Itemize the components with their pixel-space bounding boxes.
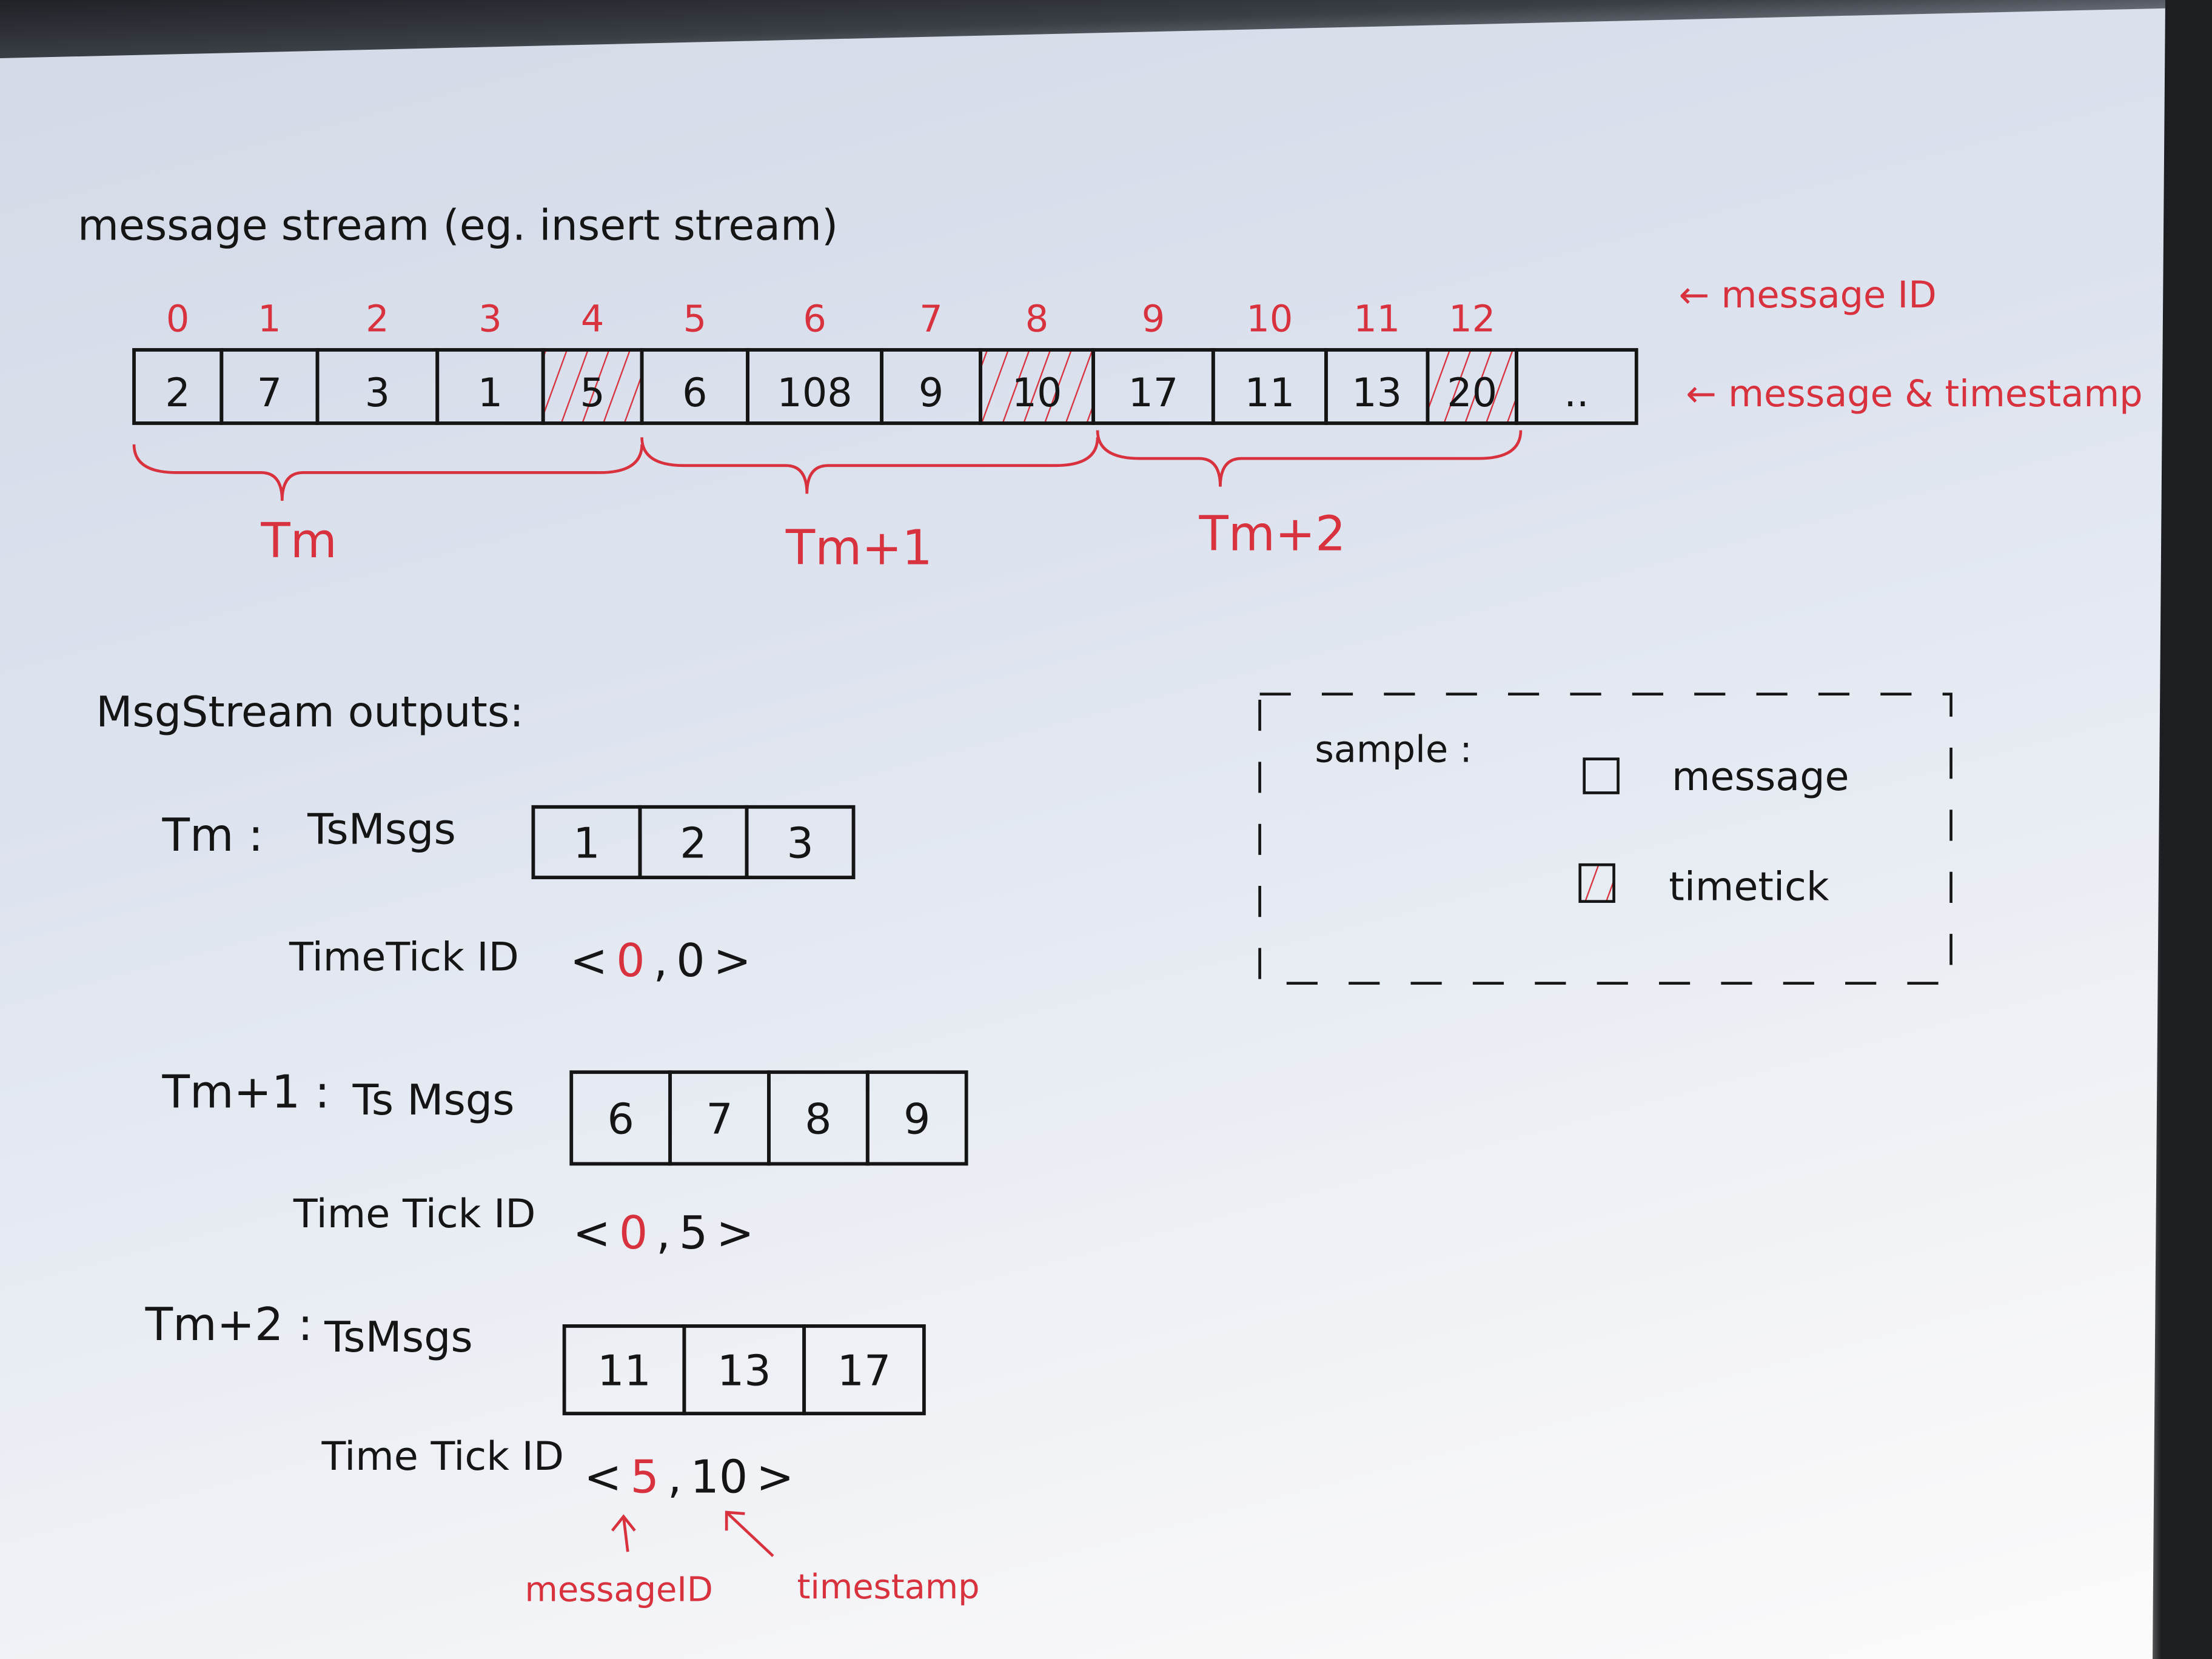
- timestamp-value: ..: [1564, 370, 1589, 416]
- window-label: Tm+1 :: [162, 1065, 330, 1118]
- message-value: 3: [786, 819, 813, 868]
- message-value: 11: [597, 1347, 651, 1396]
- tick-close: >: [716, 1207, 754, 1259]
- tick-ts: 10: [690, 1450, 748, 1503]
- timestamp-value: 3: [365, 370, 390, 416]
- message-id: 2: [366, 298, 389, 341]
- message-id: 9: [1142, 298, 1165, 341]
- message-value: 9: [903, 1094, 930, 1144]
- output-row: Tm+1 : Ts Msgs 6 7 8 9 Time Tick ID <0, 5 >: [162, 1065, 968, 1259]
- time-window-label: Tm+1: [785, 520, 933, 576]
- message-id: 8: [1025, 298, 1048, 341]
- tick-id: 5: [631, 1450, 659, 1503]
- message-cell: [865, 1070, 968, 1166]
- timetick-id-value: <0, 5 >: [573, 1207, 754, 1259]
- message-id: 4: [581, 298, 604, 341]
- timetick-id-value: <5, 10 >: [584, 1450, 794, 1503]
- tick-sep: ,: [656, 1207, 671, 1259]
- timestamp-value: 10: [1012, 370, 1062, 416]
- tick-id: 0: [616, 934, 645, 987]
- timestamp-value: 17: [1128, 370, 1179, 416]
- timestamp-value: 11: [1244, 370, 1295, 416]
- arrow-up-icon: [611, 1514, 636, 1552]
- output-row: Tm+2 : TsMsgs 11 13 17 Time Tick ID <5, 10 >: [145, 1298, 926, 1503]
- message-id: 0: [166, 298, 189, 341]
- hatched-square-icon: [1578, 863, 1615, 903]
- message-id-label: ← message ID: [1679, 274, 1937, 317]
- message-cell: [745, 805, 856, 880]
- arrow-up-left-icon: [725, 1510, 774, 1557]
- legend-timetick: timetick: [1669, 864, 1829, 910]
- tick-sep: ,: [654, 934, 668, 987]
- tsmsgs-label: TsMsgs: [324, 1313, 473, 1362]
- timetick-id-label: Time Tick ID: [321, 1434, 564, 1480]
- tick-id: 0: [619, 1207, 648, 1259]
- outputs-heading: MsgStream outputs:: [96, 688, 524, 737]
- brace: [132, 444, 643, 501]
- message-id: 7: [919, 298, 942, 341]
- message-value: 6: [607, 1094, 634, 1144]
- message-id: 5: [683, 298, 706, 341]
- window-label: Tm :: [162, 809, 264, 862]
- tick-open: <: [573, 1207, 611, 1259]
- timestamp-value: 1: [478, 370, 503, 416]
- tsmsgs-label: Ts Msgs: [352, 1076, 515, 1125]
- timestamp-value: 20: [1447, 370, 1497, 416]
- message-id: 10: [1246, 298, 1293, 341]
- legend: sample : message timetick: [1258, 692, 1952, 985]
- tick-ts: 5: [679, 1207, 708, 1259]
- timestamp-value: 13: [1352, 370, 1402, 416]
- time-window-label: Tm: [260, 513, 337, 569]
- empty-square-icon: [1583, 757, 1620, 794]
- message-timestamp-label: ← message & timestamp: [1686, 373, 2142, 415]
- message-value: 8: [805, 1094, 831, 1144]
- message-cell: [802, 1324, 926, 1416]
- timetick-cell: [1426, 348, 1518, 425]
- timetick-id-label: TimeTick ID: [289, 935, 519, 980]
- timestamp-value: 7: [257, 370, 282, 416]
- tick-close: >: [756, 1450, 794, 1503]
- time-windows: Tm Tm+1 Tm+2: [132, 430, 1523, 576]
- tick-close: >: [714, 934, 751, 987]
- timetick-id-label: Time Tick ID: [293, 1191, 536, 1237]
- legend-message: message: [1672, 754, 1849, 800]
- timestamp-value: 5: [580, 370, 605, 416]
- diagram-title: message stream (eg. insert stream): [78, 201, 838, 250]
- message-id: 12: [1449, 298, 1495, 341]
- timestamp-value: 9: [919, 370, 943, 416]
- time-window-label: Tm+2: [1199, 506, 1346, 561]
- message-value: 1: [573, 819, 600, 868]
- message-cell: [1515, 348, 1638, 425]
- legend-border: [1258, 692, 1952, 985]
- tick-open: <: [584, 1450, 622, 1503]
- annotation-timestamp: timestamp: [797, 1567, 979, 1607]
- tsmsgs-label: TsMsgs: [307, 805, 456, 854]
- message-id: 6: [803, 298, 826, 341]
- message-id: 1: [258, 298, 281, 341]
- timetick-id-value: <0, 0 >: [570, 934, 751, 987]
- brace: [1096, 430, 1523, 487]
- message-id: 3: [478, 298, 501, 341]
- annotation-message-id: messageID: [525, 1570, 712, 1610]
- timestamp-value: 108: [777, 370, 852, 416]
- tick-ts: 0: [676, 934, 705, 987]
- legend-title: sample :: [1315, 728, 1472, 771]
- message-id: 11: [1353, 298, 1400, 341]
- message-value: 13: [717, 1347, 771, 1396]
- brace: [640, 437, 1099, 494]
- tick-sep: ,: [668, 1450, 682, 1503]
- timetick-cell: [541, 348, 644, 425]
- message-value: 2: [680, 819, 706, 868]
- timestamp-value: 2: [165, 370, 190, 416]
- tick-open: <: [570, 934, 608, 987]
- timestamp-value: 6: [682, 370, 707, 416]
- window-label: Tm+2 :: [145, 1298, 313, 1351]
- message-value: 7: [706, 1094, 732, 1144]
- message-value: 17: [837, 1347, 891, 1396]
